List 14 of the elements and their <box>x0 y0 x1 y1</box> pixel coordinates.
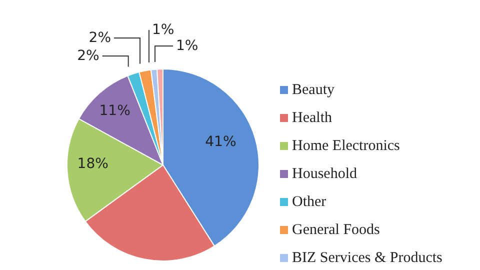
data-label: 2% <box>77 48 100 64</box>
legend-label: Health <box>292 110 332 126</box>
legend-label: BIZ Services & Products <box>292 250 442 266</box>
legend-label: Other <box>292 194 326 210</box>
data-label: 1% <box>176 38 198 54</box>
data-label: 2% <box>88 30 112 46</box>
legend-label: General Foods <box>292 222 380 238</box>
legend-label: Household <box>292 166 357 182</box>
data-label: 41% <box>205 134 236 150</box>
data-label: 18% <box>77 156 108 172</box>
data-label: 1% <box>152 22 174 38</box>
legend-label: Beauty <box>292 82 334 98</box>
legend-label: Home Electronics <box>292 138 400 154</box>
data-label: 11% <box>99 103 130 120</box>
